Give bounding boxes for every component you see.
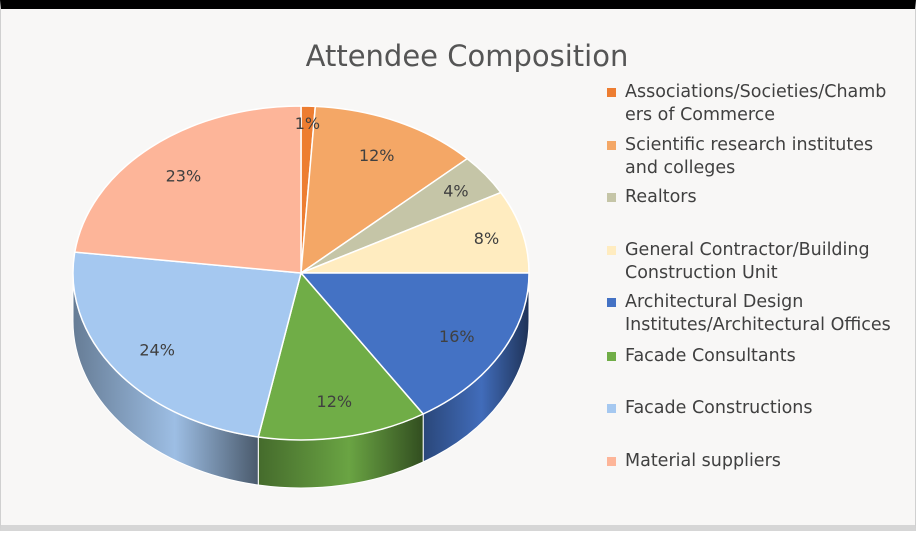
pie-slice	[300, 105, 469, 275]
legend-label-line: Facade Consultants	[625, 346, 796, 366]
legend-swatch	[607, 141, 616, 150]
legend-label: Scientific research institutes and colleg…	[625, 134, 910, 180]
legend-label-line: Construction Unit	[625, 263, 778, 283]
legend-label-line: Institutes/Architectural Offices	[625, 315, 891, 335]
data-label: 1%	[295, 114, 320, 133]
legend-label-line: Facade Constructions	[625, 398, 813, 418]
data-label: 24%	[139, 341, 175, 360]
data-label: 8%	[474, 229, 499, 248]
legend-swatch	[607, 457, 616, 466]
legend-swatch	[607, 246, 616, 255]
pie-chart: 1% 12% 4% 8% 16% 12% 24% 23%	[72, 105, 530, 489]
legend-label-line: Architectural Design	[625, 292, 804, 312]
legend-label-line: and colleges	[625, 158, 736, 178]
legend-label-line: Material suppliers	[625, 451, 781, 471]
legend-label: Architectural Design Institutes/Architect…	[625, 291, 910, 337]
legend-swatch	[607, 193, 616, 202]
legend-label-line: Realtors	[625, 187, 697, 207]
legend-label-line: General Contractor/Building	[625, 240, 870, 260]
data-label: 12%	[359, 146, 395, 165]
legend-label: Associations/Societies/Chamb ers of Comme…	[625, 81, 910, 127]
legend-label: General Contractor/Building Construction …	[625, 239, 910, 285]
legend-label-line: Associations/Societies/Chamb	[625, 82, 887, 102]
legend-swatch	[607, 88, 616, 97]
legend-label: Facade Consultants	[625, 345, 910, 368]
legend-swatch	[607, 298, 616, 307]
legend-label-line: ers of Commerce	[625, 105, 776, 125]
pie-slice	[257, 271, 425, 441]
legend-label-line: Scientific research institutes	[625, 135, 874, 155]
data-label: 12%	[317, 392, 353, 411]
legend-swatch	[607, 404, 616, 413]
pie-slice	[73, 105, 302, 274]
pie-slice	[300, 191, 530, 274]
pie-slice	[299, 272, 530, 415]
chart-title: Attendee Composition	[305, 39, 629, 73]
data-label: 4%	[443, 182, 468, 201]
legend-label: Material suppliers	[625, 450, 910, 473]
legend-label: Facade Constructions	[625, 397, 910, 420]
data-label: 16%	[439, 327, 475, 346]
data-label: 23%	[166, 166, 202, 185]
legend-label: Realtors	[625, 186, 910, 209]
pie-slice	[72, 251, 302, 438]
legend-swatch	[607, 352, 616, 361]
